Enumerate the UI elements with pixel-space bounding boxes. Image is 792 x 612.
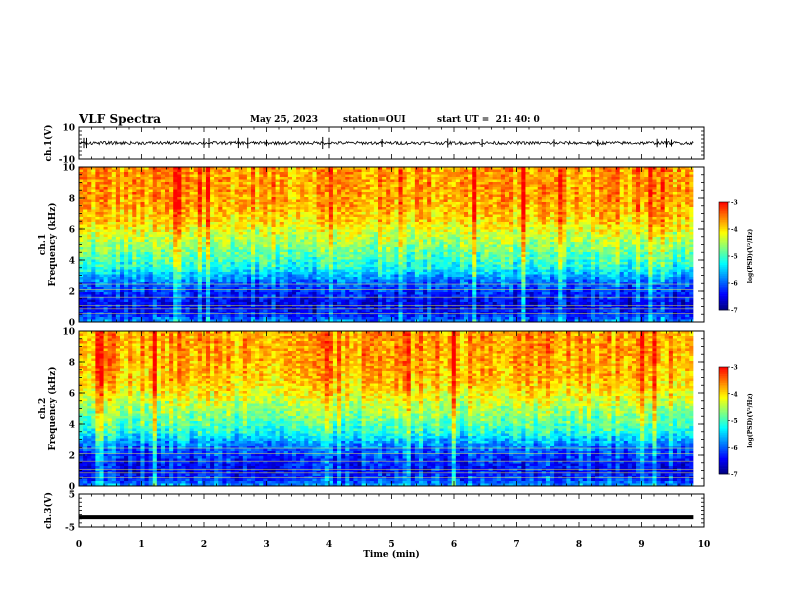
x-tick-label: 5	[388, 540, 394, 550]
x-tick-label: 4	[326, 540, 332, 550]
ch2-spectrogram-y-tick-label: 2	[69, 452, 75, 462]
ch1-spectrogram-y-tick-label: 0	[69, 319, 75, 329]
ch2-colorbar-label: log(PSD)(V²/Hz)	[747, 393, 754, 448]
ch1-trace	[78, 140, 694, 146]
ch3-waveform-y-tick-label: 5	[69, 491, 75, 501]
chart-title: VLF Spectra	[79, 112, 162, 126]
ch2-colorbar-tick: -4	[731, 391, 738, 398]
x-tick-label: 7	[513, 540, 519, 550]
x-axis-label: Time (min)	[363, 549, 420, 560]
x-tick-label: 3	[263, 540, 269, 550]
ch2-spectrogram-y-axis-label: Frequency (kHz)	[47, 366, 58, 450]
ch1-colorbar-tick: -6	[731, 281, 738, 288]
x-tick-label: 9	[638, 540, 644, 550]
x-tick-label: 2	[201, 540, 207, 550]
ch1-colorbar-tick: -5	[731, 254, 738, 261]
ch2-colorbar-tick: -6	[731, 445, 738, 452]
x-tick-label: 0	[76, 540, 82, 550]
station-label: station=OUI	[343, 115, 406, 125]
ch2-colorbar-tick: -3	[731, 365, 738, 372]
ch2-spectrogram-y-axis-label: ch.2	[38, 398, 48, 419]
ch1-spectrogram-y-axis-label: ch.1	[38, 234, 48, 255]
ch1-colorbar-tick: -4	[731, 227, 738, 234]
ch2-spectrogram-y-tick-label: 8	[69, 359, 75, 369]
ch1-spectrogram-y-axis-label: Frequency (kHz)	[47, 202, 58, 286]
ch1-waveform-y-axis-label: ch.1(V)	[43, 125, 54, 162]
start-time-label: start UT = 21: 40: 0	[437, 115, 540, 125]
ch1-spectrogram-y-tick-label: 10	[62, 164, 75, 174]
ch1-colorbar-tick: -3	[731, 200, 738, 207]
ch1-waveform-y-tick-label: 10	[62, 124, 75, 134]
ch3-waveform-y-tick-label: -5	[65, 524, 75, 534]
x-tick-label: 10	[698, 540, 711, 550]
ch3-waveform-y-axis-label: ch.3(V)	[43, 492, 54, 529]
ch1-waveform-y-tick-label: -10	[59, 156, 75, 166]
ch2-colorbar-tick: -7	[731, 472, 738, 479]
ch1-spectrogram-y-tick-label: 4	[69, 257, 75, 267]
ch1-spectrogram-y-tick-label: 2	[69, 288, 75, 298]
x-tick-label: 8	[576, 540, 582, 550]
ch2-spectrogram-y-tick-label: 6	[69, 390, 75, 400]
ch1-spectrogram-y-tick-label: 8	[69, 195, 75, 205]
ch2-spectrogram-y-tick-label: 4	[69, 421, 75, 431]
x-tick-label: 1	[138, 540, 144, 550]
ch1-colorbar-label: log(PSD)(V²/Hz)	[747, 229, 754, 284]
ch1-spectrogram-cells	[79, 167, 704, 323]
ch2-spectrogram-y-tick-label: 10	[62, 328, 75, 338]
x-tick-label: 6	[451, 540, 457, 550]
ch1-colorbar-tick: -7	[731, 308, 738, 315]
ch2-spectrogram-y-tick-label: 0	[69, 483, 75, 493]
ch2-colorbar-tick: -5	[731, 418, 738, 425]
ch2-spectrogram-cells	[79, 331, 704, 487]
date-label: May 25, 2023	[250, 115, 318, 125]
ch1-spectrogram-y-tick-label: 6	[69, 226, 75, 236]
